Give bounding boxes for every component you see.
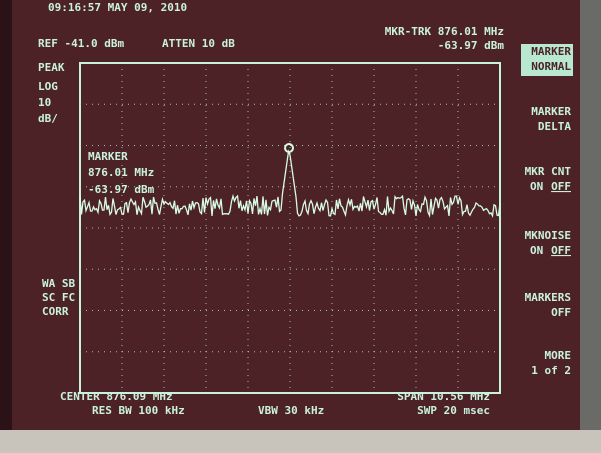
attenuation: ATTEN 10 dB bbox=[162, 37, 235, 50]
sweep: SWP 20 msec bbox=[417, 404, 490, 417]
softkey-label: MORE bbox=[545, 349, 572, 362]
softkey-label: MARKER bbox=[531, 45, 571, 58]
softkey-option: OFF bbox=[551, 180, 571, 193]
softkey-option: ON bbox=[530, 244, 543, 257]
softkey-label: OFF bbox=[551, 306, 571, 319]
softkey-highlight bbox=[521, 44, 573, 76]
softkey-option: ON bbox=[530, 180, 543, 193]
correction-label: CORR bbox=[42, 305, 69, 318]
marker-level: -63.97 dBm bbox=[438, 39, 505, 52]
frame bbox=[580, 0, 601, 453]
softkey-label: 1 of 2 bbox=[531, 364, 571, 377]
softkey-label: NORMAL bbox=[531, 60, 571, 73]
softkey-label: MARKER bbox=[531, 105, 571, 118]
ref-level: REF -41.0 dBm bbox=[38, 37, 124, 50]
vbw: VBW 30 kHz bbox=[258, 404, 324, 417]
softkeys: MARKER NORMAL MARKER DELTA MKR CNT ON OFF MKNOI… bbox=[521, 44, 573, 377]
scale-label: PEAK bbox=[38, 61, 65, 74]
scale-label: 10 bbox=[38, 96, 51, 109]
correction-label: SC FC bbox=[42, 291, 75, 304]
softkey-label: MKR CNT bbox=[525, 165, 572, 178]
correction-label: WA SB bbox=[42, 277, 75, 290]
softkey-label: DELTA bbox=[538, 120, 571, 133]
marker-amplitude: -63.97 dBm bbox=[88, 183, 155, 196]
softkey-label: MKNOISE bbox=[525, 229, 571, 242]
marker-symbol bbox=[284, 143, 294, 153]
center-frequency: CENTER 876.09 MHz bbox=[60, 390, 173, 403]
res-bw: RES BW 100 kHz bbox=[92, 404, 185, 417]
screen bbox=[12, 0, 580, 430]
marker-frequency: 876.01 MHz bbox=[88, 166, 154, 179]
scale-label: dB/ bbox=[38, 112, 58, 125]
timestamp: 09:16:57 MAY 09, 2010 bbox=[48, 1, 187, 14]
softkey-label: MARKERS bbox=[525, 291, 571, 304]
frame-bottom bbox=[0, 430, 601, 453]
scale-label: LOG bbox=[38, 80, 58, 93]
marker-track: MKR-TRK 876.01 MHz bbox=[385, 25, 504, 38]
grid bbox=[80, 63, 500, 393]
trace bbox=[79, 149, 501, 219]
span: SPAN 10.56 MHz bbox=[397, 390, 490, 403]
marker-label: MARKER bbox=[88, 150, 128, 163]
softkey-option: OFF bbox=[551, 244, 571, 257]
